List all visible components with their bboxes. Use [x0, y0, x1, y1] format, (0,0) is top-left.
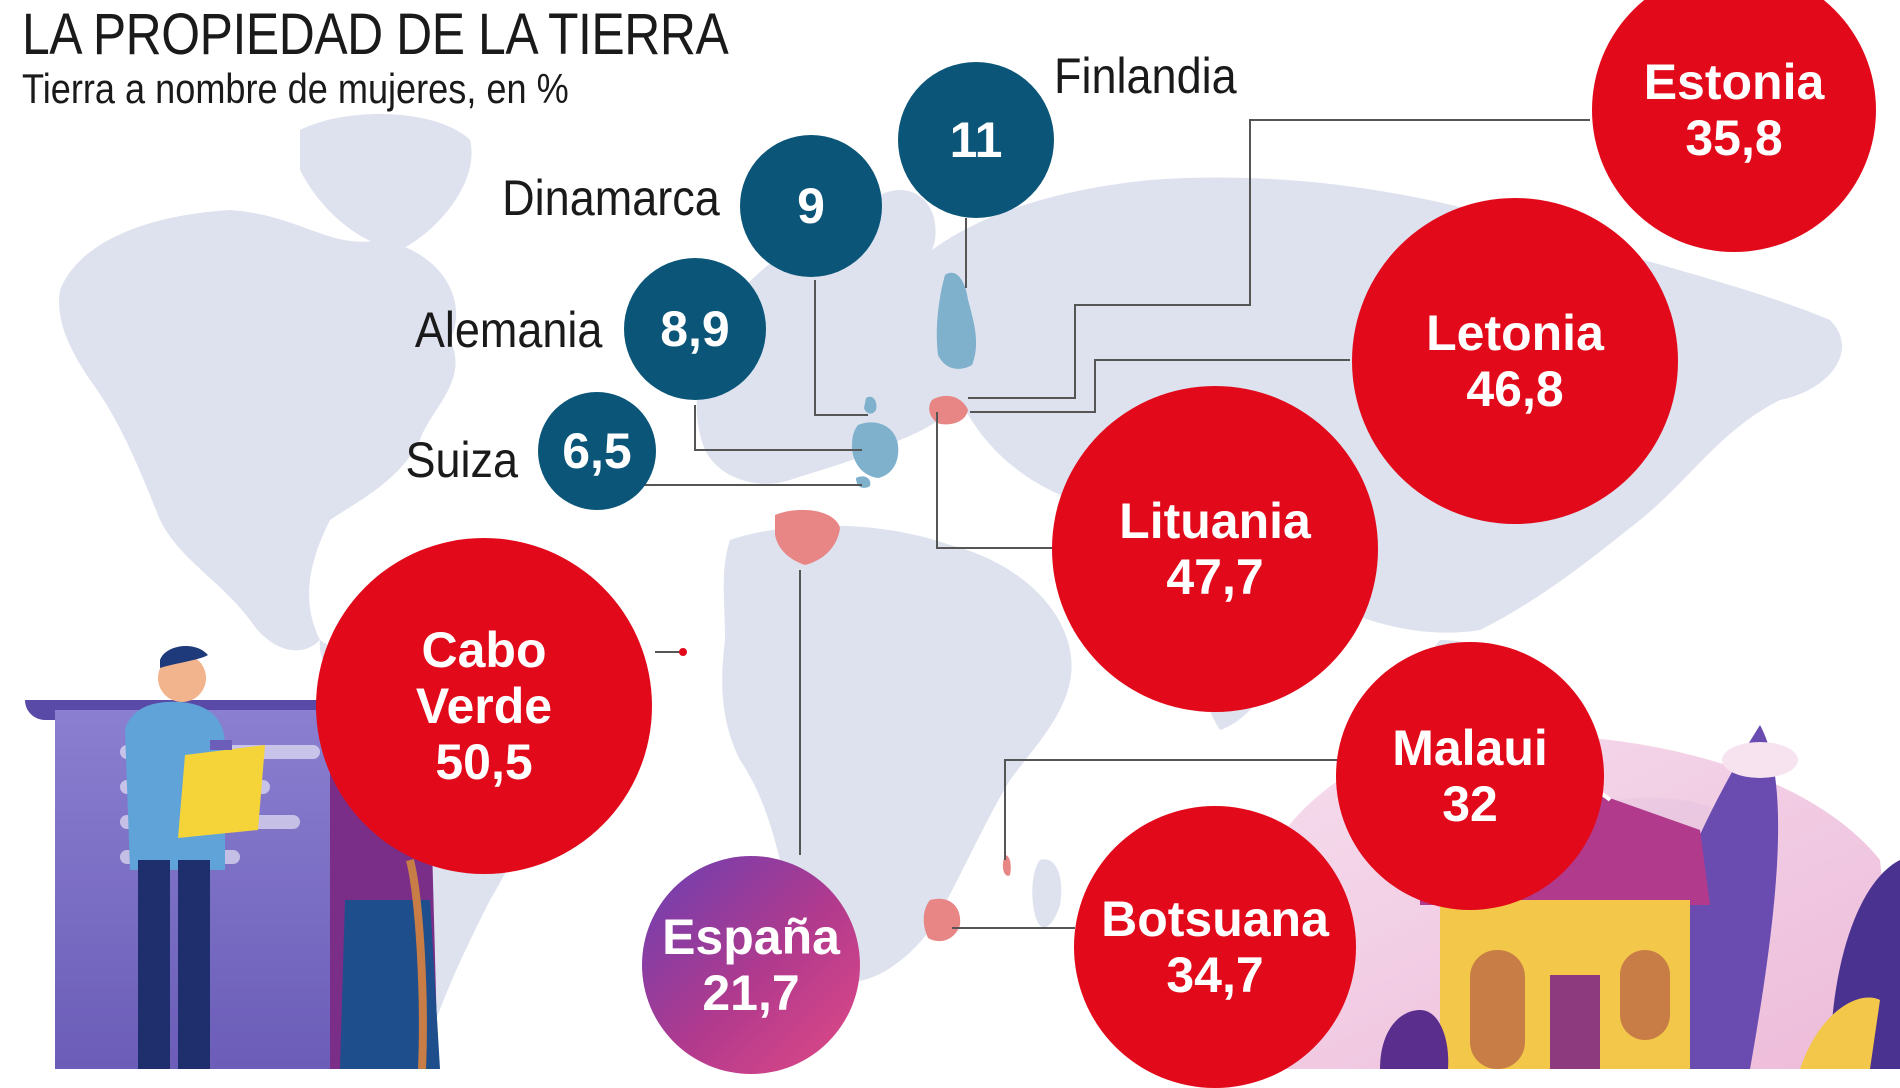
value-finlandia: 11 [949, 112, 1003, 168]
switzerland-shape [856, 476, 871, 488]
page-title: LA PROPIEDAD DE LA TIERRA [22, 2, 729, 67]
bubble-estonia: Estonia 35,8 [1592, 0, 1876, 252]
value-letonia: 46,8 [1466, 361, 1564, 417]
denmark-shape [864, 396, 877, 414]
value-estonia: 35,8 [1685, 110, 1783, 166]
value-dinamarca: 9 [797, 178, 825, 234]
malawi-shape [1002, 855, 1011, 876]
bubble-alemania: 8,9 [624, 258, 766, 400]
value-cabo-verde: 50,5 [435, 734, 533, 790]
label-suiza: Suiza [405, 432, 518, 488]
leader-lines [640, 119, 1590, 929]
value-alemania: 8,9 [660, 301, 730, 357]
botswana-shape [923, 898, 961, 942]
bubble-cabo-verde: Cabo Verde 50,5 [316, 538, 652, 874]
bubble-espana: España 21,7 [642, 856, 860, 1074]
label-alemania: Alemania [414, 302, 602, 358]
bubble-suiza: 6,5 [538, 392, 656, 510]
baltic-shape [929, 395, 968, 425]
bubble-letonia: Letonia 46,8 [1352, 198, 1678, 524]
bubble-finlandia: 11 [898, 62, 1054, 218]
bubble-dinamarca: 9 [740, 135, 882, 277]
label-lituania: Lituania [1119, 493, 1311, 549]
bubble-botsuana: Botsuana 34,7 [1074, 806, 1356, 1088]
value-suiza: 6,5 [562, 423, 632, 479]
finland-shape [936, 272, 977, 369]
value-espana: 21,7 [702, 965, 800, 1021]
spain-shape [775, 509, 840, 565]
highlighted-countries [775, 272, 1011, 942]
label-cabo-verde: Cabo Verde [415, 622, 553, 734]
label-botsuana: Botsuana [1101, 891, 1329, 947]
bubble-malaui: Malaui 32 [1336, 642, 1604, 910]
label-estonia: Estonia [1643, 54, 1825, 110]
label-finlandia: Finlandia [1054, 48, 1237, 104]
label-espana: España [662, 909, 840, 965]
germany-shape [852, 422, 899, 478]
label-malaui: Malaui [1392, 720, 1548, 776]
value-botsuana: 34,7 [1166, 947, 1264, 1003]
value-lituania: 47,7 [1166, 549, 1264, 605]
label-dinamarca: Dinamarca [502, 170, 720, 226]
value-malaui: 32 [1442, 776, 1498, 832]
cabo-verde-dot [679, 648, 687, 656]
bubble-lituania: Lituania 47,7 [1052, 386, 1378, 712]
label-letonia: Letonia [1426, 305, 1604, 361]
page-subtitle: Tierra a nombre de mujeres, en % [22, 65, 569, 112]
